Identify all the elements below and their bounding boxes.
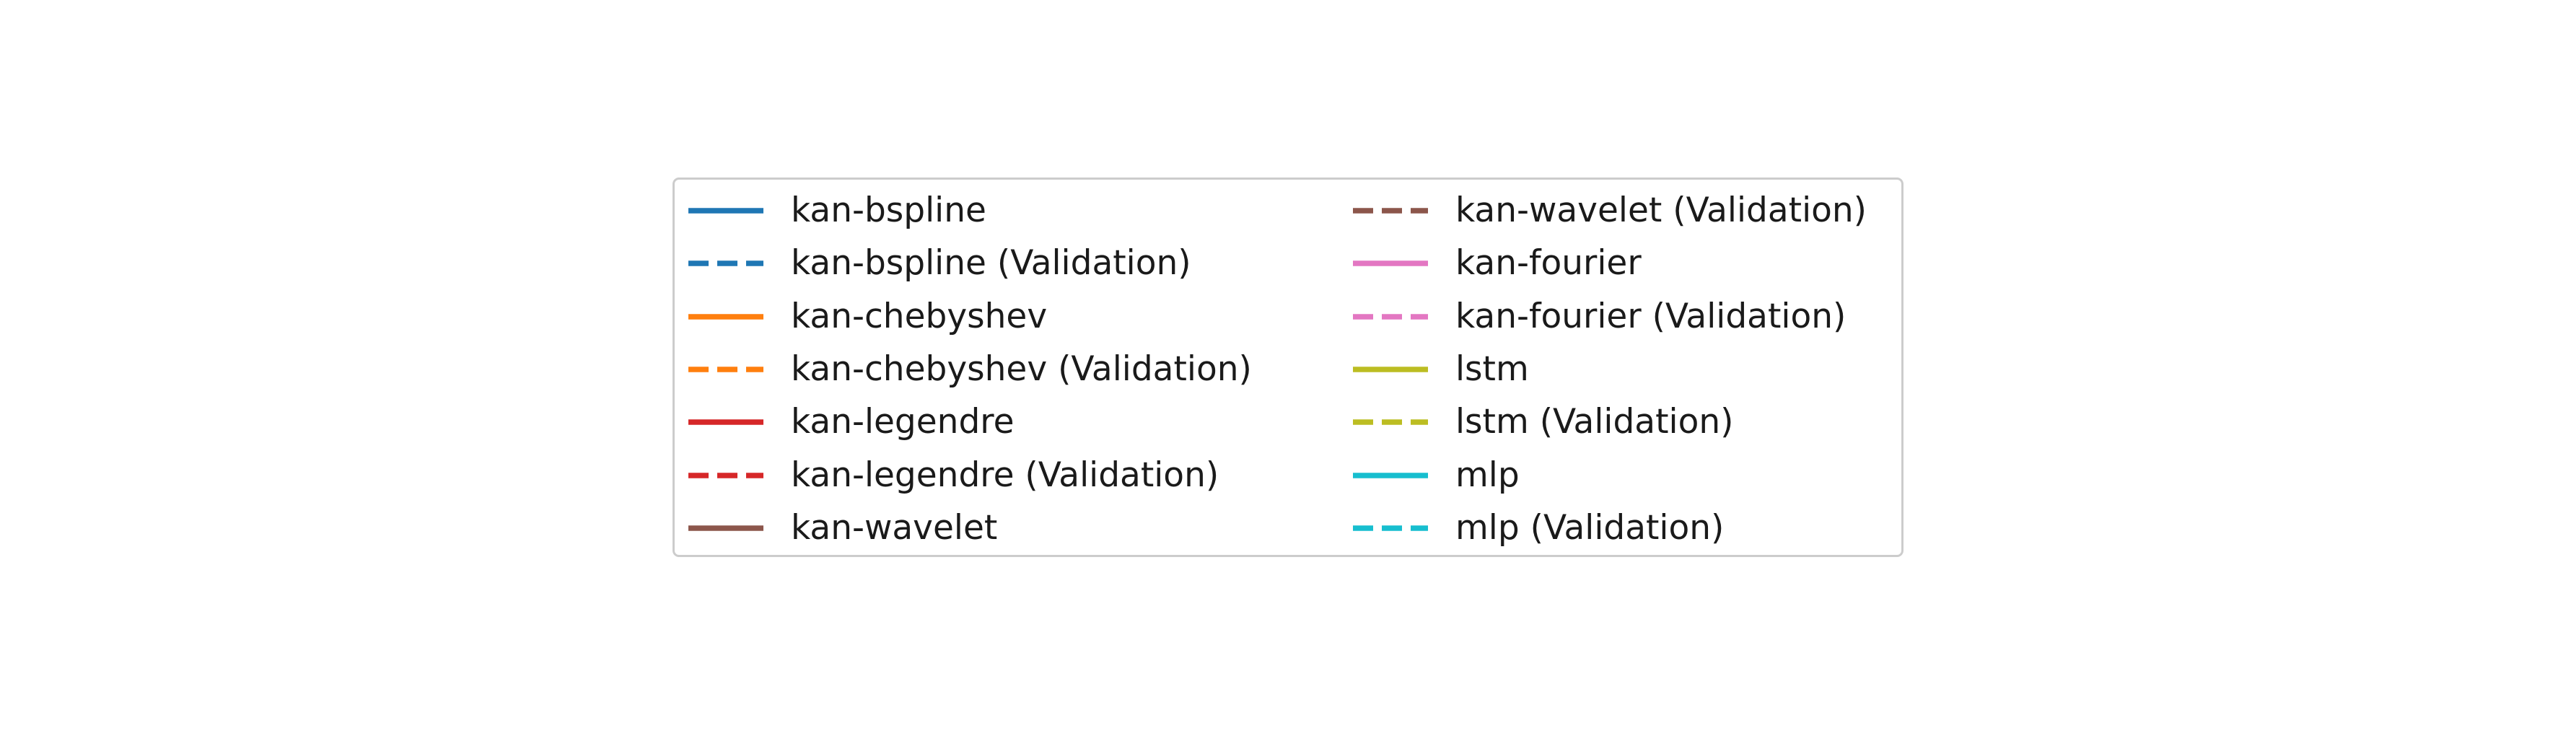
legend-label: mlp (Validation)	[1455, 507, 1725, 548]
legend-label: kan-fourier	[1455, 243, 1642, 284]
legend: kan-bspline kan-bspline (Validation) kan-c…	[673, 178, 1903, 557]
legend-line-swatch	[688, 419, 763, 425]
legend-label: kan-legendre	[791, 402, 1015, 442]
legend-entry: kan-legendre	[685, 400, 1015, 444]
legend-line-swatch	[1353, 525, 1428, 531]
legend-label: mlp	[1455, 455, 1520, 495]
legend-line-swatch	[1353, 260, 1428, 267]
legend-entry: kan-chebyshev	[685, 295, 1047, 338]
legend-label: kan-bspline (Validation)	[791, 243, 1191, 284]
legend-label: lstm (Validation)	[1455, 402, 1734, 442]
legend-entry: kan-bspline (Validation)	[685, 242, 1191, 285]
legend-line-swatch	[1353, 419, 1428, 425]
legend-line-swatch	[1353, 313, 1428, 320]
legend-label: kan-chebyshev (Validation)	[791, 349, 1252, 389]
legend-label: kan-wavelet (Validation)	[1455, 190, 1867, 230]
legend-entry: kan-chebyshev (Validation)	[685, 348, 1252, 391]
legend-entry: kan-fourier	[1350, 242, 1642, 285]
legend-label: kan-bspline	[791, 190, 986, 230]
legend-label: kan-chebyshev	[791, 296, 1048, 336]
legend-line-swatch	[688, 208, 763, 214]
legend-line-swatch	[688, 525, 763, 531]
legend-label: kan-legendre (Validation)	[791, 455, 1219, 495]
legend-line-swatch	[688, 260, 763, 267]
legend-line-swatch	[688, 367, 763, 372]
legend-entry: mlp	[1350, 454, 1520, 497]
legend-entry: kan-fourier (Validation)	[1350, 295, 1846, 338]
legend-label: kan-wavelet	[791, 507, 998, 548]
legend-label: lstm	[1455, 349, 1529, 389]
legend-line-swatch	[688, 472, 763, 478]
legend-entry: lstm	[1350, 348, 1529, 391]
legend-entry: kan-legendre (Validation)	[685, 454, 1219, 497]
legend-line-swatch	[1353, 367, 1428, 372]
legend-entry: kan-bspline	[685, 189, 986, 232]
legend-entry: mlp (Validation)	[1350, 507, 1724, 550]
legend-label: kan-fourier (Validation)	[1455, 296, 1846, 336]
legend-entry: kan-wavelet	[685, 507, 997, 550]
legend-line-swatch	[1353, 472, 1428, 478]
legend-line-swatch	[688, 313, 763, 320]
legend-entry: kan-wavelet (Validation)	[1350, 189, 1867, 232]
legend-entry: lstm (Validation)	[1350, 400, 1733, 444]
legend-line-swatch	[1353, 208, 1428, 214]
